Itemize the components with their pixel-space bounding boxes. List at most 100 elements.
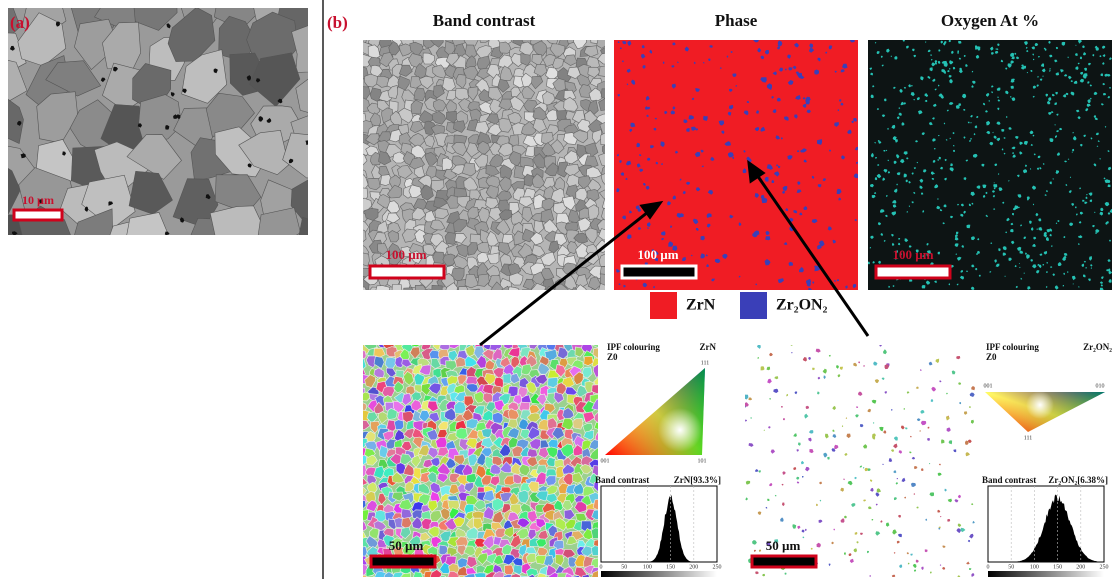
grain [382, 386, 394, 396]
histogram-scale [601, 571, 717, 577]
scale-bar [371, 556, 435, 567]
grain [599, 254, 611, 267]
speck [762, 198, 768, 203]
scale-bar [876, 266, 950, 278]
grain [210, 206, 264, 249]
grain [599, 391, 612, 403]
grain [359, 253, 370, 267]
grain [476, 291, 490, 301]
speck [791, 344, 793, 346]
grain [593, 365, 604, 378]
panel-label: (b) [327, 13, 348, 32]
histogram-phase: Zr₂ON₂[6.38%] [1048, 475, 1108, 485]
grain [603, 369, 613, 380]
speck [1103, 93, 1106, 95]
speck [922, 285, 926, 288]
histogram-title: Band contrast [595, 475, 649, 485]
histogram-tick-label: 150 [1053, 564, 1062, 570]
grain [420, 289, 435, 302]
histogram-tick-label: 0 [600, 564, 603, 570]
scale-bar [370, 266, 444, 278]
legend-label: ZrN [686, 297, 716, 314]
ipf-direction: Z0 [986, 352, 997, 362]
histogram-tick-label: 100 [1030, 564, 1039, 570]
grain [368, 178, 381, 190]
grain [599, 65, 611, 76]
ipf-corner: 001 [601, 458, 610, 464]
scale-bar-label: 50 µm [389, 538, 424, 553]
histogram-tick-label: 100 [643, 564, 652, 570]
grain [469, 289, 484, 302]
histogram-tick-label: 150 [666, 564, 675, 570]
grain [600, 420, 611, 431]
histogram-phase: ZrN[93.3%] [674, 475, 721, 485]
histogram-tick-label: 250 [713, 564, 722, 570]
grain [601, 133, 613, 145]
speck [865, 468, 868, 471]
speck [1101, 74, 1104, 77]
grain [597, 35, 608, 48]
scale-bar [622, 266, 696, 278]
speck [1001, 129, 1004, 132]
grain [493, 412, 503, 423]
grain [600, 383, 611, 395]
grain [394, 420, 403, 430]
ipf-center [1026, 391, 1054, 419]
grain [601, 437, 614, 450]
ipf-phase: ZrN [700, 342, 717, 352]
grain [573, 418, 583, 429]
ipf-phase: Zr₂ON₂ [1083, 342, 1112, 352]
grain [258, 208, 301, 251]
ipf-corner: 111 [701, 360, 710, 366]
speck [781, 137, 783, 139]
histogram-scale [988, 571, 1104, 577]
histogram-title: Band contrast [982, 475, 1036, 485]
scale-bar [14, 210, 62, 220]
ipf-corner: 101 [698, 458, 707, 464]
grain [600, 431, 611, 441]
speck [967, 225, 971, 229]
histogram-tick-label: 250 [1100, 564, 1109, 570]
speck [1011, 86, 1014, 89]
histogram-tick-label: 200 [689, 564, 698, 570]
speck [839, 99, 841, 101]
map-title: Phase [715, 11, 758, 30]
ipf-direction: Z0 [607, 352, 618, 362]
ipf-title: IPF colouring [986, 342, 1039, 352]
figure: (a) 10 µm (b) Band contrast Phase Oxygen… [0, 0, 1116, 579]
ipf-corner: 001 [984, 383, 993, 389]
legend-swatch [740, 292, 767, 319]
legend-label: Zr₂ON₂ [776, 297, 828, 314]
grain [598, 361, 608, 370]
grain [392, 285, 402, 296]
scale-bar-label: 10 µm [22, 193, 54, 207]
grain [599, 413, 610, 423]
scale-bar-label: 100 µm [892, 247, 933, 262]
grain [464, 31, 478, 46]
grain [602, 403, 613, 415]
scale-bar-label: 100 µm [637, 247, 678, 262]
grain [375, 286, 390, 297]
grain [432, 285, 443, 299]
scale-bar [752, 556, 816, 567]
histogram-tick-label: 200 [1076, 564, 1085, 570]
map-title: Band contrast [433, 11, 536, 30]
histogram-tick-label: 0 [987, 564, 990, 570]
speck [765, 236, 770, 240]
panel-label: (a) [10, 13, 30, 32]
legend-swatch [650, 292, 677, 319]
histogram-tick-label: 50 [621, 564, 627, 570]
histogram-tick-label: 50 [1008, 564, 1014, 570]
scale-bar-label: 50 µm [766, 538, 801, 553]
grain [375, 571, 386, 579]
grain [357, 465, 367, 477]
grain [355, 188, 368, 200]
grain [523, 289, 536, 299]
grain [479, 31, 490, 43]
ipf-center [658, 408, 702, 452]
ipf-corner: 010 [1096, 383, 1105, 389]
grain [589, 289, 602, 303]
ipf-title: IPF colouring [607, 342, 660, 352]
grain [474, 573, 487, 579]
scale-bar-label: 100 µm [385, 247, 426, 262]
